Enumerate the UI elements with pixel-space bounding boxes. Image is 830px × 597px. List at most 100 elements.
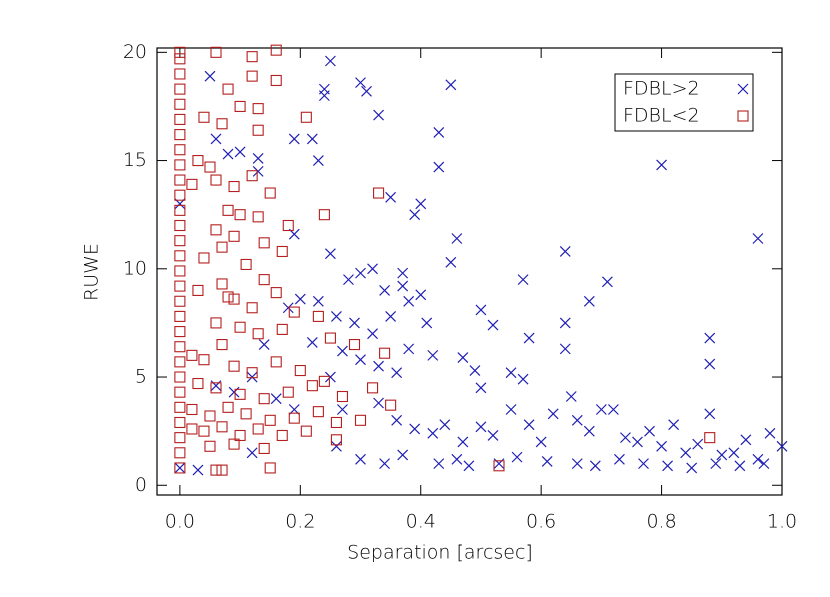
point: [174, 250, 186, 262]
point: [234, 321, 246, 333]
point: [216, 339, 228, 351]
point: [373, 360, 385, 372]
point: [246, 170, 258, 182]
x-tick-label: 0.4: [406, 511, 436, 533]
point: [595, 404, 607, 415]
point: [716, 449, 728, 461]
point: [324, 332, 336, 344]
point: [517, 274, 529, 286]
point: [174, 280, 186, 292]
point: [704, 408, 716, 420]
point: [686, 462, 698, 474]
point: [355, 77, 366, 89]
point: [318, 90, 330, 102]
point: [644, 425, 655, 437]
point: [264, 462, 276, 474]
point: [752, 233, 764, 244]
point: [240, 258, 252, 271]
point: [433, 126, 445, 138]
point: [704, 332, 716, 344]
point: [656, 159, 668, 171]
point: [174, 295, 186, 307]
point: [216, 421, 228, 433]
point: [409, 209, 421, 221]
point: [276, 429, 288, 442]
point: [186, 423, 198, 435]
point: [391, 367, 403, 379]
point: [397, 267, 409, 279]
point: [264, 414, 276, 426]
point: [475, 421, 487, 433]
point: [330, 434, 342, 446]
point: [174, 83, 186, 95]
point: [270, 393, 282, 405]
point: [541, 456, 553, 467]
point: [210, 133, 222, 145]
point: [752, 453, 764, 465]
point: [728, 447, 740, 459]
point: [300, 111, 312, 123]
point: [210, 380, 222, 392]
point: [348, 339, 361, 351]
point: [174, 113, 186, 125]
point: [258, 339, 270, 350]
point: [276, 245, 288, 258]
point: [415, 289, 427, 301]
point: [210, 317, 222, 329]
point: [475, 304, 487, 316]
point: [234, 209, 246, 221]
point: [252, 423, 264, 435]
point: [373, 397, 385, 409]
point: [306, 380, 318, 392]
point: [379, 347, 391, 359]
point: [270, 74, 282, 87]
point: [427, 349, 439, 361]
point: [246, 302, 258, 314]
point: [355, 267, 366, 279]
point: [258, 442, 270, 455]
point: [174, 204, 186, 216]
point: [656, 440, 668, 452]
point: [589, 460, 601, 472]
point: [620, 432, 631, 444]
point: [632, 436, 643, 448]
point: [258, 237, 270, 249]
point: [186, 403, 198, 416]
point: [270, 44, 282, 56]
point: [252, 152, 264, 164]
point: [222, 401, 234, 413]
point: [294, 364, 306, 377]
point: [252, 124, 264, 136]
point: [565, 391, 577, 402]
point: [336, 390, 349, 403]
point: [174, 219, 186, 232]
point: [758, 458, 770, 470]
point: [391, 414, 403, 426]
point: [258, 393, 270, 405]
point: [409, 423, 421, 435]
point: [174, 401, 186, 413]
x-tick-label: 0.0: [165, 511, 195, 533]
point: [331, 440, 342, 452]
point: [397, 449, 409, 461]
point: [433, 161, 445, 173]
point: [228, 360, 240, 372]
point: [451, 453, 463, 465]
point: [294, 293, 306, 305]
point: [559, 246, 571, 257]
point: [234, 100, 246, 112]
point: [451, 233, 463, 244]
point: [204, 70, 216, 82]
x-tick-label: 1.0: [767, 511, 797, 533]
point: [559, 343, 571, 355]
point: [174, 432, 186, 444]
point: [324, 248, 336, 260]
point: [234, 388, 246, 400]
point: [583, 425, 595, 437]
point: [764, 427, 776, 439]
point: [282, 302, 294, 314]
y-tick-label: 15: [123, 149, 147, 171]
point: [318, 209, 330, 221]
point: [216, 118, 228, 130]
